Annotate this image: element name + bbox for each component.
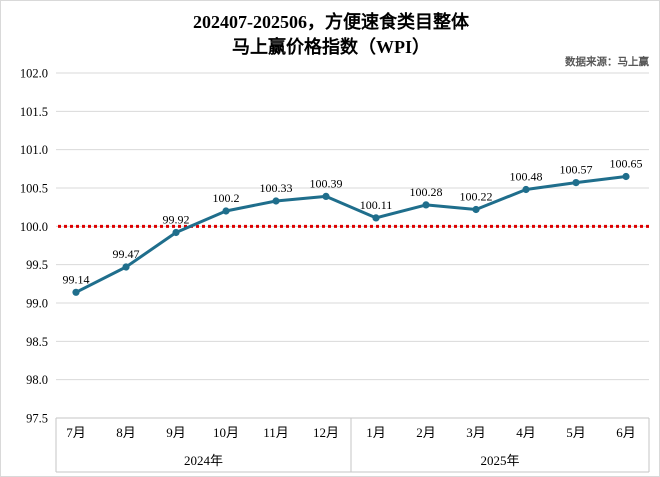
x-axis-box <box>55 417 650 473</box>
data-point-label: 99.47 <box>113 247 140 261</box>
data-point-label: 100.22 <box>460 190 493 204</box>
data-point-marker <box>272 197 280 205</box>
data-point-marker <box>622 172 630 181</box>
month-tick-label: 4月 <box>516 425 536 440</box>
month-tick-labels: 7月 8月 9月 10月 11月 12月 1月 2月 3月 4月 5月 6月 <box>66 425 636 440</box>
month-tick-label: 8月 <box>116 425 136 440</box>
month-tick-label: 12月 <box>313 425 339 440</box>
y-axis-tick-labels: 102.0 101.5 101.0 100.5 100.0 99.5 99.0 98.5 98.… <box>20 67 48 426</box>
year-group-labels: 2024年 2025年 <box>184 453 520 468</box>
y-tick-label: 102.0 <box>20 67 48 81</box>
data-point-marker <box>372 214 380 222</box>
series-polyline <box>74 175 628 294</box>
y-tick-label: 101.0 <box>20 143 48 157</box>
data-point-marker <box>222 207 230 215</box>
y-tick-label: 99.0 <box>26 297 48 311</box>
wpi-series-line <box>74 175 628 294</box>
data-point-label: 100.65 <box>610 157 643 171</box>
data-point-label: 100.48 <box>510 170 543 184</box>
y-gridlines <box>56 72 649 419</box>
month-tick-label: 6月 <box>616 425 636 440</box>
year-group-label: 2024年 <box>184 453 223 468</box>
chart-title-line2: 马上赢价格指数（WPI） <box>232 36 430 57</box>
data-point-label: 99.92 <box>163 213 190 227</box>
month-tick-label: 10月 <box>213 425 239 440</box>
chart-title-line1: 202407-202506，方便速食类目整体 <box>193 11 470 32</box>
month-tick-label: 9月 <box>166 425 186 440</box>
y-tick-label: 98.5 <box>26 335 48 349</box>
data-point-label: 100.39 <box>310 176 343 190</box>
y-tick-label: 97.5 <box>26 412 48 426</box>
data-point-marker <box>422 201 430 209</box>
data-source-label: 数据来源：马上赢 <box>564 55 649 68</box>
month-tick-label: 1月 <box>366 425 386 440</box>
data-point-marker <box>72 288 80 296</box>
data-point-label: 100.28 <box>410 185 443 199</box>
year-group-label: 2025年 <box>480 453 519 468</box>
y-tick-label: 100.5 <box>20 182 48 196</box>
month-tick-label: 5月 <box>566 425 586 440</box>
data-points <box>72 172 630 296</box>
month-tick-label: 3月 <box>466 425 486 440</box>
data-point-label: 100.2 <box>213 191 240 205</box>
data-point-marker <box>122 263 130 271</box>
data-point-label: 100.33 <box>260 181 293 195</box>
data-point-marker <box>322 192 330 200</box>
month-tick-label: 7月 <box>66 425 86 440</box>
month-tick-label: 2月 <box>416 425 436 440</box>
y-tick-label: 98.0 <box>26 373 48 387</box>
data-point-marker <box>572 179 580 187</box>
y-tick-label: 101.5 <box>20 105 48 119</box>
chart-title: 202407-202506，方便速食类目整体 马上赢价格指数（WPI） <box>193 11 470 57</box>
data-point-label: 99.14 <box>63 272 90 286</box>
month-tick-label: 11月 <box>263 425 289 440</box>
data-point-label: 100.57 <box>560 163 593 177</box>
y-tick-label: 99.5 <box>26 258 48 272</box>
data-point-label: 100.11 <box>360 198 393 212</box>
data-point-marker <box>472 205 480 214</box>
data-point-labels: 99.14 99.47 99.92 100.2 100.33 100.39 100.11 10… <box>63 157 643 287</box>
data-point-marker <box>172 228 180 237</box>
y-tick-label: 100.0 <box>20 220 48 234</box>
data-point-marker <box>522 185 530 194</box>
